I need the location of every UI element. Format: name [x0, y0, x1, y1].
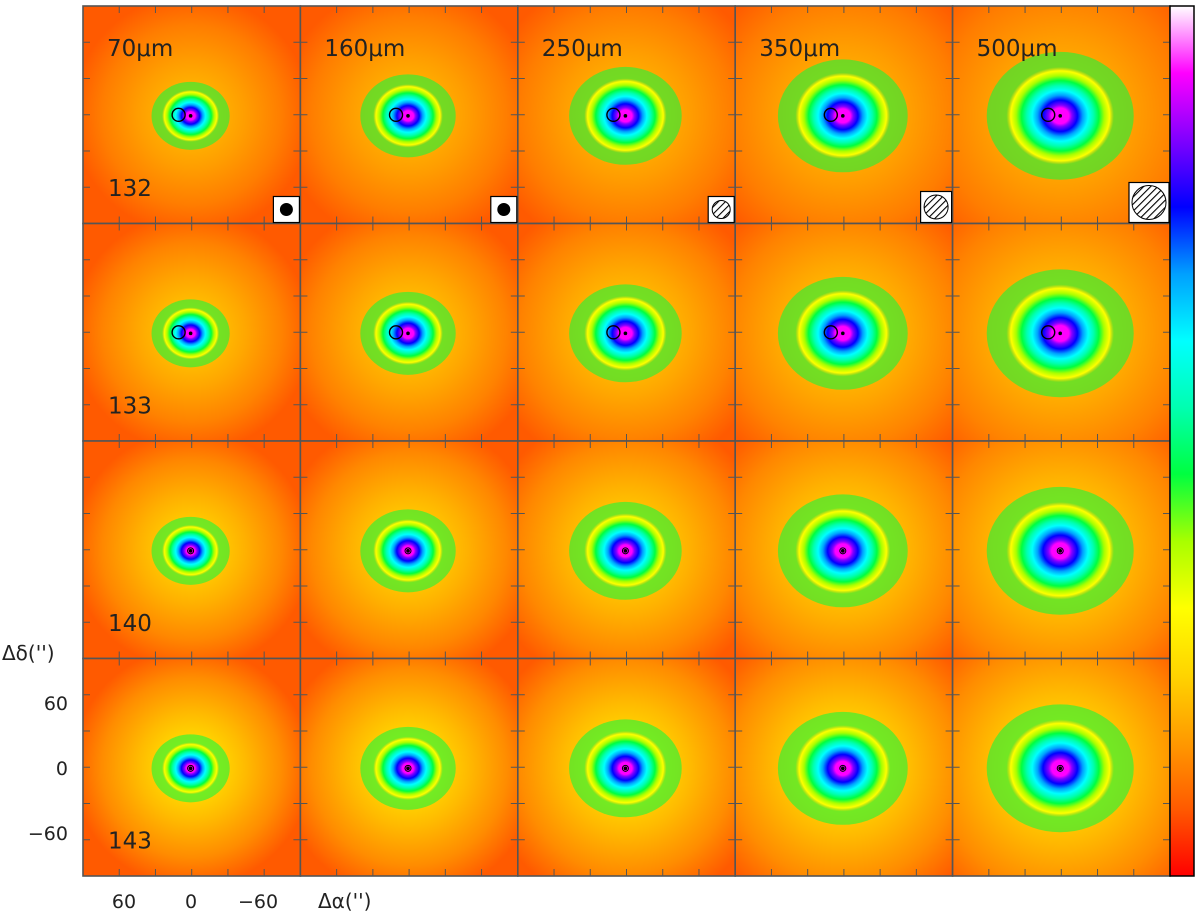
source-marker: [404, 764, 412, 772]
source-id-label: 143: [108, 829, 152, 855]
wavelength-label: 350μm: [759, 36, 840, 62]
source-dot: [623, 549, 628, 553]
panel: [299, 440, 519, 660]
source-dot: [1058, 766, 1063, 771]
source-id-label: 133: [108, 394, 152, 420]
source-dot: [1058, 114, 1063, 118]
axis-annotations: 60 0 −60 Δα('') Δδ('') 60 0 −60: [2, 641, 371, 913]
source-dot: [1058, 549, 1063, 553]
panel: [82, 657, 302, 877]
source-dot: [406, 549, 410, 553]
panel: [734, 222, 954, 442]
source-marker: [388, 325, 404, 340]
source-marker: [606, 107, 621, 123]
source-dot: [623, 766, 628, 771]
panel: [516, 440, 736, 660]
source-marker: [187, 764, 195, 772]
wavelength-label: 500μm: [977, 36, 1058, 62]
x-tick-label: 0: [185, 891, 197, 913]
source-marker: [171, 107, 186, 123]
beam-indicator: [1128, 181, 1170, 224]
panel: [734, 657, 954, 877]
source-marker: [171, 325, 186, 340]
panel: [82, 440, 302, 660]
source-marker: [823, 325, 839, 340]
source-marker: [823, 107, 839, 123]
colorbar-gradient: [1170, 6, 1194, 876]
source-id-label: 132: [108, 176, 152, 202]
panel: [734, 5, 954, 225]
source-dot: [188, 114, 193, 118]
y-tick-label: 0: [56, 758, 68, 780]
source-dot: [841, 766, 845, 771]
panel: [516, 657, 736, 877]
panel: [951, 440, 1171, 660]
source-marker: [404, 547, 412, 555]
source-dot: [406, 331, 410, 336]
source-marker: [839, 547, 847, 555]
source-dot: [623, 331, 628, 336]
source-marker: [1056, 547, 1064, 555]
beam-indicator: [707, 195, 735, 224]
x-tick-label: 60: [112, 891, 136, 913]
source-marker: [388, 107, 404, 123]
panel: [82, 5, 302, 225]
source-marker: [621, 764, 629, 772]
wavelength-label: 70μm: [107, 36, 173, 62]
source-dot: [188, 331, 193, 336]
panel: [82, 222, 302, 442]
source-marker: [621, 547, 629, 555]
source-dot: [188, 766, 193, 771]
y-axis-label: Δδ(''): [2, 641, 55, 665]
panel: [516, 222, 736, 442]
source-dot: [1058, 331, 1063, 336]
source-dot: [406, 766, 410, 771]
source-marker: [1056, 764, 1064, 772]
panel: [951, 222, 1171, 442]
source-dot: [841, 549, 845, 553]
panel: [951, 657, 1171, 877]
source-marker: [1041, 325, 1056, 340]
panel-grid: [82, 5, 1171, 877]
source-dot: [406, 114, 410, 118]
x-axis-label: Δα(''): [318, 889, 371, 913]
colorbar: [1169, 5, 1195, 877]
panel: [299, 657, 519, 877]
beam-indicator: [919, 190, 953, 224]
panel-overlays: 70μm 160μm 250μm 350μm 500μm 132 133 140 143: [107, 36, 1170, 855]
panel: [299, 5, 519, 225]
source-dot: [841, 331, 845, 336]
beam-indicator: [272, 195, 300, 224]
source-marker: [187, 547, 195, 555]
wavelength-label: 160μm: [324, 36, 405, 62]
source-dot: [841, 114, 845, 118]
colorbar-frame: [1169, 5, 1195, 877]
wavelength-label: 250μm: [542, 36, 623, 62]
panel: [299, 222, 519, 442]
source-dot: [623, 114, 628, 118]
source-marker: [839, 764, 847, 772]
source-id-label: 140: [108, 611, 152, 637]
y-tick-label: 60: [44, 693, 68, 715]
source-marker: [1041, 107, 1056, 123]
x-tick-label: −60: [238, 891, 278, 913]
panel: [516, 5, 736, 225]
source-marker: [606, 325, 621, 340]
panel: [734, 440, 954, 660]
y-tick-label: −60: [28, 823, 68, 845]
beam-indicator: [490, 195, 518, 224]
source-dot: [188, 549, 193, 553]
